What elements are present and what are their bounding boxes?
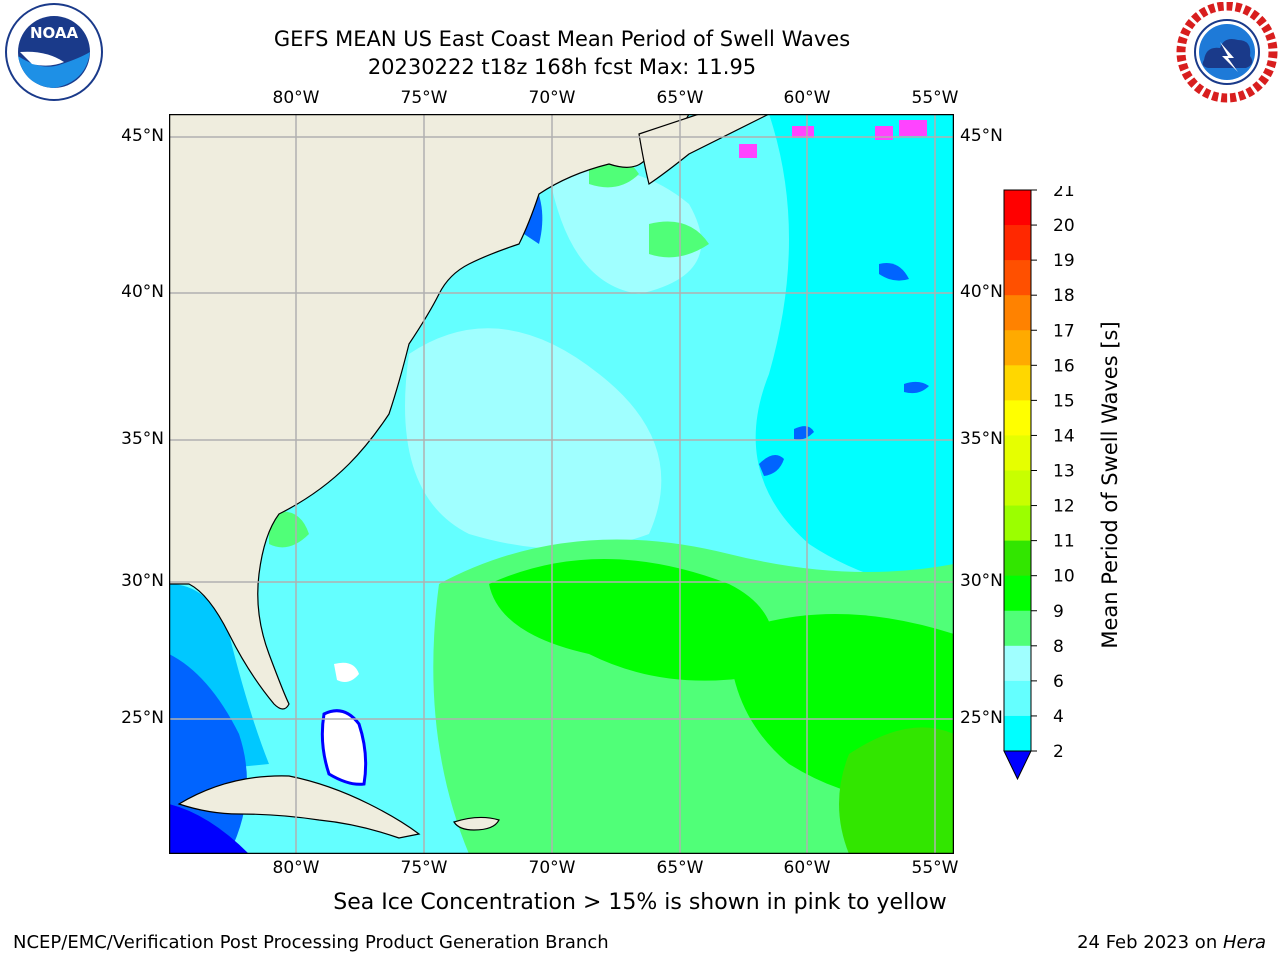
colorbar: 2 4 6 8 9 10 11 12 13 14 15 16 17 18 19 20 21: [1003, 186, 1075, 781]
zone-brightgreen-south: [489, 559, 774, 681]
colorbar-tick-label: 14: [1053, 426, 1075, 446]
lon-top-tick-label: 60°W: [783, 88, 831, 108]
colorbar-tick-label: 10: [1053, 567, 1075, 587]
colorbar-tick-label: 2: [1053, 742, 1064, 762]
colorbar-tick-label: 21: [1053, 186, 1075, 201]
sea-ice-patch-4: [739, 144, 757, 158]
map-gridlines: [169, 114, 954, 854]
lon-bottom-tick-label: 70°W: [528, 858, 576, 878]
lat-left-tick-label: 40°N: [121, 282, 164, 302]
patch-blue-4: [904, 381, 929, 394]
land-cuba: [177, 775, 421, 839]
patch-green-3: [649, 221, 709, 258]
colorbar-tick-label: 18: [1053, 286, 1075, 306]
lon-top-tick-label: 70°W: [528, 88, 576, 108]
lon-bottom-tick-label: 75°W: [400, 858, 448, 878]
zone-underblue-caribbean: [169, 804, 249, 854]
colorbar-tick-label: 8: [1053, 637, 1064, 657]
colorbar-tick-label: 11: [1053, 532, 1075, 552]
zone-lightcyan-north: [549, 168, 702, 294]
colorbar-tick-label: 12: [1053, 497, 1075, 517]
colorbar-band: [1004, 190, 1031, 226]
colorbar-tick-label: 13: [1053, 462, 1075, 482]
lon-top-tick-label: 75°W: [400, 88, 448, 108]
colorbar-band: [1004, 575, 1031, 612]
lon-bottom-tick-label: 55°W: [911, 858, 959, 878]
land-nova-scotia: [638, 114, 770, 185]
swell-period-map: [169, 114, 954, 854]
colorbar-tick-label: 20: [1053, 216, 1075, 236]
lat-right-tick-label: 30°N: [960, 571, 1003, 591]
colorbar-band: [1004, 330, 1031, 366]
nws-logo-icon: [1176, 2, 1278, 103]
colorbar-band: [1004, 260, 1031, 296]
sea-ice-patch-3: [899, 120, 927, 136]
lon-bottom-tick-label: 65°W: [656, 858, 704, 878]
noaa-logo-icon: NOAA: [5, 3, 103, 101]
colorbar-band: [1004, 295, 1031, 331]
lon-bottom-tick-label: 80°W: [272, 858, 320, 878]
colorbar-band: [1004, 470, 1031, 507]
lat-right-tick-label: 40°N: [960, 282, 1003, 302]
lon-top-tick-label: 80°W: [272, 88, 320, 108]
lat-right-tick-label: 45°N: [960, 126, 1003, 146]
colorbar-tick-label: 9: [1053, 602, 1064, 622]
footer-branch: NCEP/EMC/Verification Post Processing Pr…: [13, 932, 609, 953]
colorbar-tick-label: 16: [1053, 356, 1075, 376]
footer-date: 24 Feb 2023 on Hera: [1077, 932, 1266, 953]
colorbar-band: [1004, 680, 1031, 717]
chart-title: GEFS MEAN US East Coast Mean Period of S…: [273, 27, 851, 51]
colorbar-tick-label: 19: [1053, 251, 1075, 271]
lon-bottom-tick-label: 60°W: [783, 858, 831, 878]
colorbar-tick-label: 17: [1053, 321, 1075, 341]
bahamas-bank-white: [320, 709, 368, 786]
colorbar-label: Mean Period of Swell Waves [s]: [1098, 321, 1122, 649]
lat-left-tick-label: 25°N: [121, 708, 164, 728]
colorbar-band: [1004, 435, 1031, 471]
lat-left-tick-label: 30°N: [121, 571, 164, 591]
patch-blue-3: [879, 263, 909, 281]
colorbar-band: [1004, 400, 1031, 436]
patch-green-2: [269, 511, 309, 548]
zone-cyan-northeast: [755, 114, 954, 594]
noaa-logo-text: NOAA: [30, 24, 79, 42]
land-north-america: [169, 114, 690, 710]
colorbar-band: [1004, 365, 1031, 401]
footer-host: Hera: [1222, 932, 1266, 953]
land-hispaniola: [453, 816, 500, 831]
colorbar-band: [1004, 505, 1031, 542]
zone-lightcyan-central: [405, 328, 662, 549]
colorbar-tick-label: 15: [1053, 391, 1075, 411]
lat-right-tick-label: 25°N: [960, 708, 1003, 728]
bahamas-bank-white-2: [334, 662, 359, 682]
patch-blue-1: [759, 455, 784, 476]
footer-date-text: 24 Feb 2023 on: [1077, 932, 1223, 953]
sea-ice-caption: Sea Ice Concentration > 15% is shown in …: [333, 890, 947, 915]
lat-right-tick-label: 35°N: [960, 429, 1003, 449]
colorbar-band: [1004, 645, 1031, 682]
colorbar-band: [1004, 225, 1031, 261]
colorbar-band: [1004, 715, 1031, 752]
colorbar-band: [1004, 540, 1031, 577]
patch-blue-2: [794, 426, 814, 440]
chart-subtitle: 20230222 t18z 168h fcst Max: 11.95: [367, 55, 757, 79]
lon-top-tick-label: 55°W: [911, 88, 959, 108]
sea-ice-patch-1: [792, 126, 814, 138]
lat-left-tick-label: 45°N: [121, 126, 164, 146]
colorbar-under-triangle: [1003, 750, 1032, 781]
colorbar-tick-label: 4: [1053, 707, 1064, 727]
colorbar-band: [1004, 610, 1031, 647]
lat-left-tick-label: 35°N: [121, 429, 164, 449]
colorbar-tick-label: 6: [1053, 672, 1064, 692]
sea-ice-patch-2: [875, 126, 893, 140]
lon-top-tick-label: 65°W: [656, 88, 704, 108]
zone-yellowgreen-se: [839, 727, 954, 854]
